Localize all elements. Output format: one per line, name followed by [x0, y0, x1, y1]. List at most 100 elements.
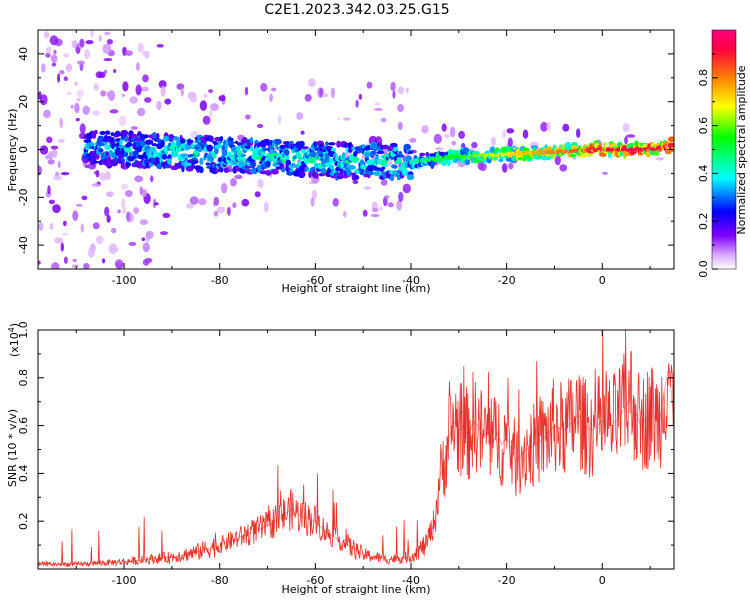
heatmap-cell: [359, 167, 365, 176]
heatmap-cell: [254, 191, 261, 198]
heatmap-cell: [335, 154, 339, 163]
heatmap-cell: [355, 99, 359, 108]
heatmap-cell: [110, 227, 117, 234]
heatmap-cell: [576, 128, 581, 138]
heatmap-cell: [562, 123, 570, 132]
heatmap-cell: [337, 116, 340, 121]
heatmap-cell: [82, 105, 90, 115]
heatmap-cell: [79, 123, 86, 134]
heatmap-cell: [396, 200, 402, 211]
heatmap-cell: [419, 152, 426, 157]
heatmap-cell: [41, 63, 46, 73]
heatmap-cell: [449, 126, 456, 138]
heatmap-cell: [370, 213, 380, 218]
heatmap-cell: [283, 149, 290, 156]
spectrogram-y-axis-label: Frequency (Hz): [6, 109, 19, 192]
heatmap-cell: [363, 173, 368, 178]
heatmap-cell: [232, 202, 237, 209]
heatmap-cell: [139, 186, 144, 196]
x-tick-label: -80: [211, 274, 229, 287]
heatmap-cell: [93, 83, 100, 91]
heatmap-cell: [51, 149, 58, 158]
heatmap-cell: [329, 164, 335, 170]
heatmap-cell: [622, 122, 630, 133]
heatmap-cell: [199, 157, 204, 166]
heatmap-cell: [530, 145, 539, 150]
heatmap-cell: [156, 133, 160, 140]
heatmap-cell: [180, 138, 186, 144]
heatmap-cell: [265, 159, 271, 168]
heatmap-cell: [106, 214, 111, 223]
y-tick-label: 40: [17, 47, 30, 61]
heatmap-cell: [501, 163, 508, 173]
heatmap-cell: [161, 154, 168, 160]
heatmap-cell: [319, 87, 323, 98]
heatmap-cell: [245, 114, 251, 120]
heatmap-cell: [213, 196, 219, 206]
heatmap-cell: [216, 206, 225, 214]
heatmap-cell: [379, 206, 384, 211]
heatmap-cell: [104, 206, 110, 217]
heatmap-cell: [137, 107, 146, 117]
heatmap-cell: [121, 183, 128, 190]
heatmap-cell: [341, 152, 346, 159]
heatmap-cell: [144, 97, 152, 103]
heatmap-cell: [435, 147, 444, 151]
heatmap-cell: [308, 78, 316, 87]
heatmap-cell: [257, 178, 264, 189]
heatmap-cell: [240, 153, 247, 158]
heatmap-cell: [80, 223, 85, 233]
heatmap-cell: [60, 172, 70, 176]
heatmap-cell: [667, 136, 674, 142]
heatmap-cell: [38, 91, 42, 100]
heatmap-cell: [340, 160, 344, 169]
heatmap-cell: [102, 43, 112, 54]
heatmap-cell: [372, 207, 379, 213]
heatmap-cell: [99, 172, 108, 181]
heatmap-cell: [396, 175, 401, 181]
heatmap-cell: [92, 160, 99, 164]
heatmap-cell: [72, 258, 77, 263]
heatmap-cell: [141, 237, 146, 241]
spectrogram-data: [38, 30, 674, 269]
heatmap-cell: [608, 152, 612, 158]
heatmap-cell: [117, 209, 121, 214]
heatmap-cell: [113, 156, 118, 162]
heatmap-cell: [43, 31, 50, 39]
heatmap-cell: [216, 140, 223, 144]
y-tick-label: 0.6: [17, 417, 30, 435]
heatmap-cell: [140, 86, 149, 92]
heatmap-cell: [122, 81, 129, 92]
heatmap-cell: [208, 156, 214, 163]
heatmap-cell: [402, 169, 409, 177]
heatmap-cell: [310, 197, 315, 207]
heatmap-cell: [451, 140, 457, 146]
heatmap-cell: [234, 174, 243, 180]
heatmap-cell: [389, 142, 398, 148]
heatmap-cell: [390, 174, 395, 182]
heatmap-cell: [244, 86, 249, 96]
spectrogram-y-tick-labels: 40 20 0 -20 -40: [17, 47, 30, 254]
heatmap-cell: [142, 74, 149, 83]
heatmap-cell: [392, 146, 399, 152]
heatmap-cell: [94, 129, 98, 135]
x-tick-label: -100: [112, 274, 137, 287]
heatmap-cell: [464, 158, 471, 166]
heatmap-cell: [289, 169, 294, 173]
heatmap-cell: [373, 171, 381, 177]
heatmap-cell: [48, 150, 53, 161]
heatmap-cell: [579, 154, 587, 158]
heatmap-cell: [124, 190, 133, 197]
heatmap-cell: [230, 178, 237, 187]
heatmap-cell: [330, 87, 335, 99]
heatmap-cell: [156, 44, 164, 48]
heatmap-cell: [382, 163, 389, 168]
heatmap-cell: [206, 144, 213, 152]
heatmap-cell: [72, 210, 79, 222]
heatmap-cell: [143, 134, 149, 139]
heatmap-cell: [189, 139, 194, 144]
heatmap-cell: [543, 154, 552, 160]
heatmap-cell: [602, 142, 607, 147]
heatmap-cell: [351, 156, 360, 162]
heatmap-cell: [336, 140, 341, 148]
